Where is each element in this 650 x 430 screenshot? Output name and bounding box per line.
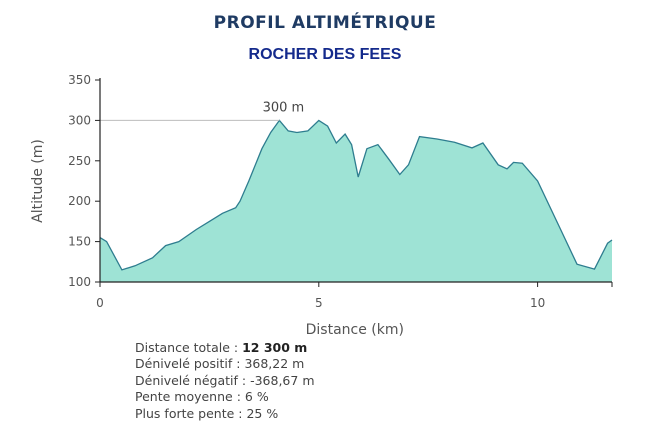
stat-pente-moyenne: Pente moyenne : 6 % [135,389,315,405]
elevation-area [100,120,612,283]
stats-panel: Distance totale : 12 300 m Dénivelé posi… [135,340,315,422]
y-tick-label: 300 [68,113,91,127]
stat-denivele-positif: Dénivelé positif : 368,22 m [135,356,315,372]
stat-label: Dénivelé positif : [135,356,241,372]
stat-distance-totale: Distance totale : 12 300 m [135,340,315,356]
stat-plus-forte-pente: Plus forte pente : 25 % [135,406,315,422]
x-tick-label: 0 [96,296,104,310]
y-tick-label: 100 [68,275,91,289]
stat-denivele-negatif: Dénivelé négatif : -368,67 m [135,373,315,389]
stat-value: 25 % [246,405,279,421]
stat-value: 12 300 m [242,340,308,355]
y-tick-label: 350 [68,73,91,87]
y-tick-label: 250 [68,154,91,168]
stat-label: Plus forte pente : [135,405,243,421]
stat-label: Dénivelé négatif : [135,372,247,388]
stat-label: Pente moyenne : [135,389,241,405]
stat-value: -368,67 m [250,372,315,388]
axes: 100 150 200 250 300 350 0 5 10 [68,73,613,310]
x-axis-title: Distance (km) [306,322,404,338]
elevation-line [99,119,613,271]
stat-value: 6 % [244,389,269,405]
max-altitude-label: 300 m [263,100,305,115]
y-tick-label: 200 [68,194,91,208]
chart-subtitle: ROCHER DES FEES [248,46,402,63]
stat-label: Distance totale : [135,340,239,355]
x-tick-label: 10 [530,296,545,310]
stat-value: 368,22 m [244,356,305,372]
chart-title: PROFIL ALTIMÉTRIQUE [213,13,437,33]
x-tick-label: 5 [315,296,323,310]
y-axis-title: Altitude (m) [30,139,46,223]
y-tick-label: 150 [68,235,91,249]
